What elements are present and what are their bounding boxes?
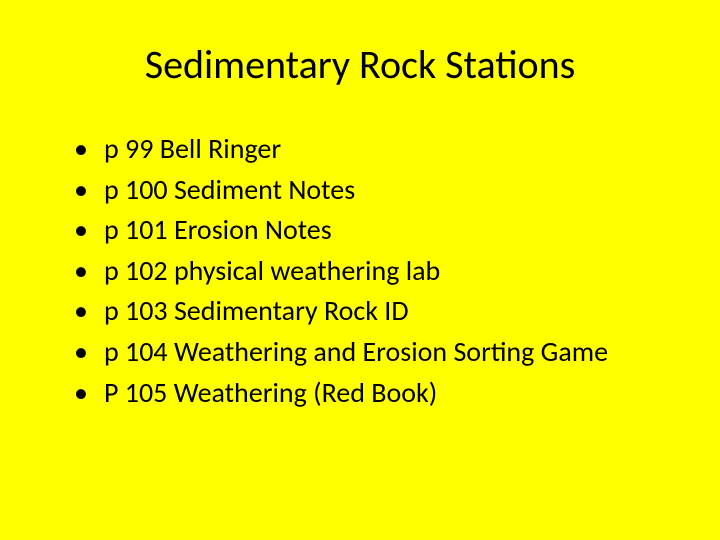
list-item-text: p 103 Sedimentary Rock ID [104,293,409,328]
bullet-icon: • [74,291,88,332]
bullet-list: • p 99 Bell Ringer • p 100 Sediment Note… [50,129,670,413]
bullet-icon: • [74,373,88,414]
bullet-icon: • [74,170,88,211]
list-item: • p 103 Sedimentary Rock ID [74,291,670,332]
list-item: • P 105 Weathering (Red Book) [74,373,670,414]
list-item: • p 104 Weathering and Erosion Sorting G… [74,332,670,373]
list-item-text: p 102 physical weathering lab [104,253,440,288]
list-item-text: p 104 Weathering and Erosion Sorting Gam… [104,334,608,369]
list-item-text: p 101 Erosion Notes [104,212,332,247]
list-item: • p 101 Erosion Notes [74,210,670,251]
list-item: • p 99 Bell Ringer [74,129,670,170]
list-item-text: P 105 Weathering (Red Book) [104,375,437,410]
list-item: • p 100 Sediment Notes [74,170,670,211]
bullet-icon: • [74,332,88,373]
slide: Sedimentary Rock Stations • p 99 Bell Ri… [0,0,720,540]
bullet-icon: • [74,210,88,251]
list-item-text: p 99 Bell Ringer [104,131,281,166]
list-item: • p 102 physical weathering lab [74,251,670,292]
list-item-text: p 100 Sediment Notes [104,172,355,207]
bullet-icon: • [74,251,88,292]
slide-title: Sedimentary Rock Stations [50,40,670,89]
bullet-icon: • [74,129,88,170]
